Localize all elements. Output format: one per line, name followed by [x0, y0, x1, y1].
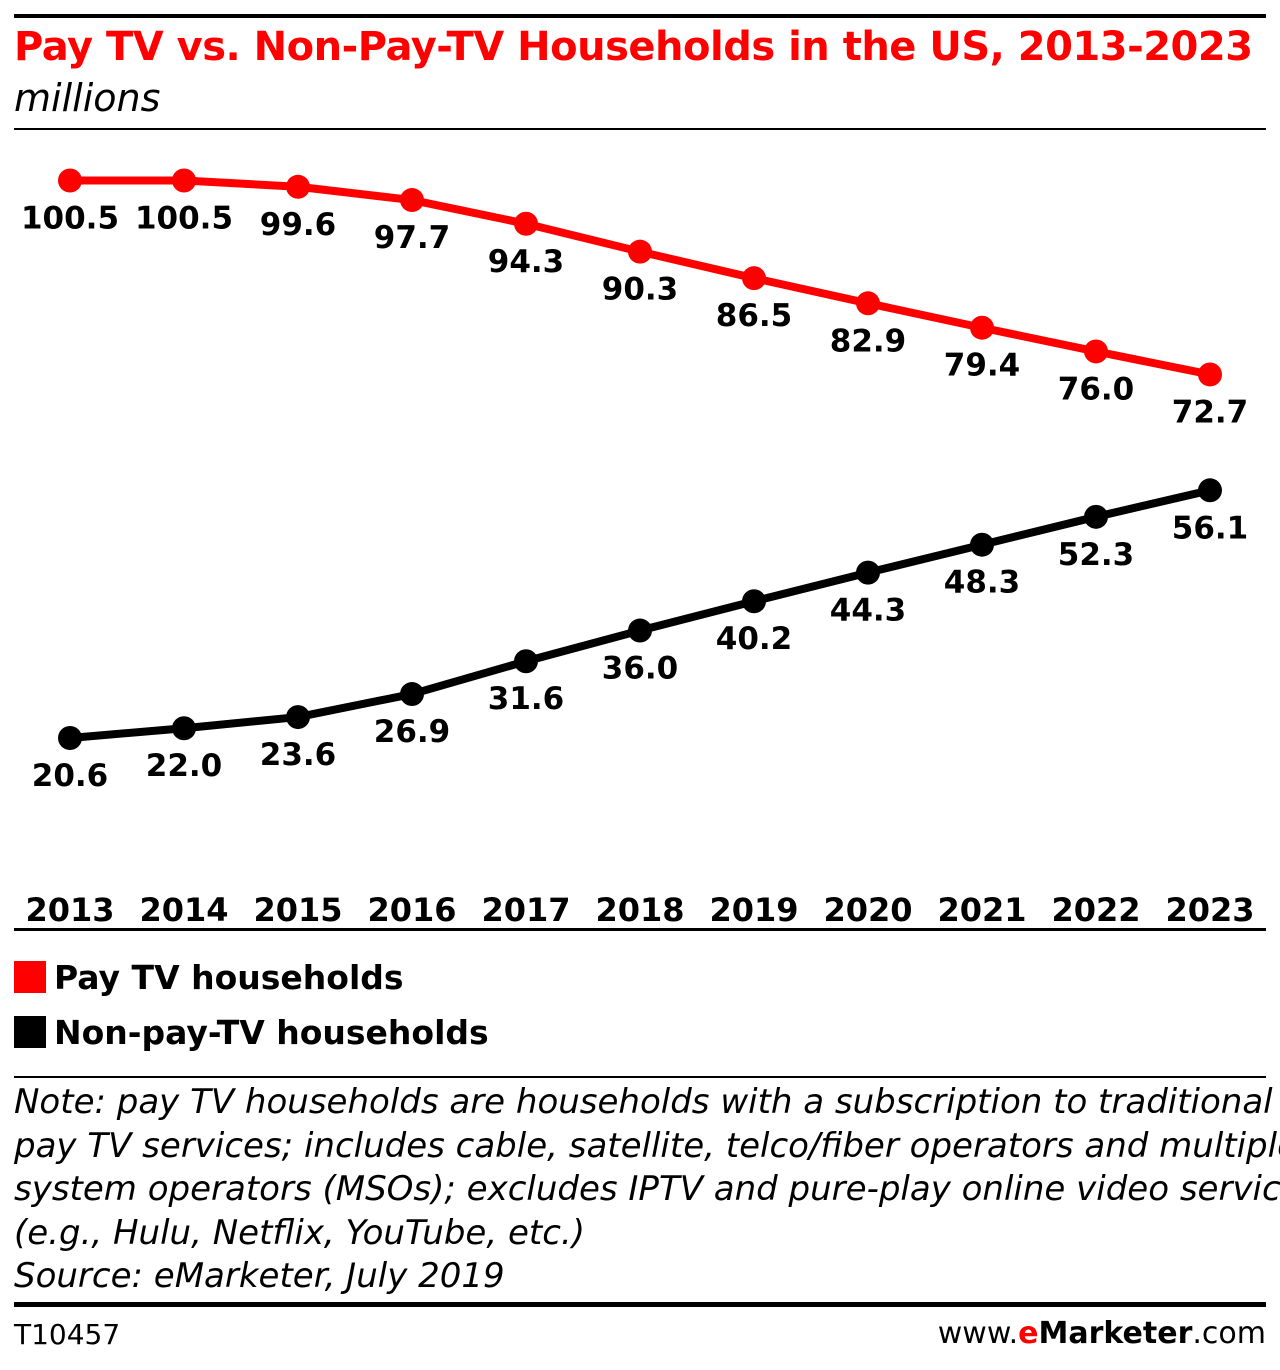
note-line: pay TV services; includes cable, satelli… [14, 1125, 1280, 1166]
x-tick-label-2015: 2015 [253, 891, 342, 929]
x-tick-label-2016: 2016 [367, 891, 456, 929]
brand-prefix: www. [937, 1316, 1019, 1351]
footnote: Note: pay TV households are households w… [14, 1081, 1280, 1299]
data-label-non-pay-tv-2023: 56.1 [1172, 510, 1249, 546]
data-point-non-pay-tv-2017 [514, 649, 538, 674]
legend-item-pay-tv: Pay TV households [14, 957, 404, 997]
data-label-pay-tv-2013: 100.5 [21, 201, 119, 237]
legend-item-non-pay-tv: Non-pay-TV households [14, 1012, 489, 1052]
chart-id: T10457 [14, 1318, 121, 1351]
data-point-pay-tv-2014 [172, 168, 196, 193]
data-point-pay-tv-2016 [400, 188, 424, 213]
data-label-non-pay-tv-2013: 20.6 [32, 758, 109, 794]
data-label-non-pay-tv-2022: 52.3 [1058, 537, 1135, 573]
data-label-non-pay-tv-2018: 36.0 [602, 651, 679, 687]
data-label-pay-tv-2017: 94.3 [488, 244, 565, 280]
x-tick-label-2020: 2020 [823, 891, 912, 929]
data-point-non-pay-tv-2016 [400, 682, 424, 707]
title-divider [14, 128, 1266, 130]
data-point-pay-tv-2013 [58, 168, 82, 193]
data-point-pay-tv-2022 [1084, 339, 1108, 364]
chart-subtitle: millions [14, 76, 161, 120]
legend-swatch-non-pay-tv [14, 1016, 46, 1048]
data-point-non-pay-tv-2021 [970, 532, 994, 557]
data-point-non-pay-tv-2013 [58, 726, 82, 750]
legend-label-non-pay-tv: Non-pay-TV households [54, 1012, 489, 1052]
x-tick-label-2017: 2017 [481, 891, 570, 929]
x-tick-label-2014: 2014 [139, 891, 228, 929]
data-point-pay-tv-2020 [856, 291, 880, 316]
line-chart: 100.5 100.5 99.6 97.7 94.3 90.3 86.5 82.9 79.4 76… [21, 168, 1255, 929]
data-label-non-pay-tv-2017: 31.6 [488, 681, 565, 717]
bottom-border [14, 1302, 1266, 1307]
data-label-non-pay-tv-2016: 26.9 [374, 714, 451, 750]
x-tick-label-2019: 2019 [709, 891, 798, 929]
note-line: system operators (MSOs); excludes IPTV a… [14, 1169, 1280, 1209]
data-point-non-pay-tv-2022 [1084, 504, 1108, 529]
data-point-pay-tv-2015 [286, 174, 310, 199]
data-label-non-pay-tv-2020: 44.3 [830, 593, 907, 629]
data-label-pay-tv-2019: 86.5 [716, 298, 793, 334]
data-point-pay-tv-2019 [742, 266, 766, 291]
legend-label-pay-tv: Pay TV households [54, 957, 404, 997]
brand-name: Marketer [1038, 1316, 1193, 1351]
data-point-non-pay-tv-2014 [172, 716, 196, 741]
x-tick-label-2021: 2021 [937, 891, 1026, 929]
source-line: Source: eMarketer, July 2019 [14, 1256, 505, 1296]
data-point-non-pay-tv-2018 [628, 618, 652, 643]
x-tick-label-2022: 2022 [1051, 891, 1140, 929]
data-label-non-pay-tv-2021: 48.3 [944, 565, 1021, 601]
data-label-pay-tv-2016: 97.7 [374, 220, 451, 256]
series-line-non-pay-tv [66, 486, 1214, 742]
brand-e: e [1018, 1316, 1039, 1351]
data-point-pay-tv-2017 [514, 211, 538, 236]
data-label-non-pay-tv-2015: 23.6 [260, 737, 337, 773]
data-label-pay-tv-2014: 100.5 [135, 201, 233, 237]
legend-swatch-pay-tv [14, 961, 46, 993]
data-point-pay-tv-2018 [628, 239, 652, 264]
data-label-non-pay-tv-2019: 40.2 [716, 621, 793, 657]
axis-divider [14, 928, 1266, 931]
data-label-pay-tv-2022: 76.0 [1058, 371, 1135, 407]
brand-suffix: .com [1192, 1316, 1266, 1351]
data-point-non-pay-tv-2015 [286, 705, 310, 730]
data-label-pay-tv-2015: 99.6 [260, 207, 337, 243]
x-tick-label-2018: 2018 [595, 891, 684, 929]
x-tick-label-2013: 2013 [25, 891, 114, 929]
data-label-pay-tv-2018: 90.3 [602, 272, 679, 308]
brand-url[interactable]: www.eMarketer.com [938, 1316, 1266, 1351]
chart-title: Pay TV vs. Non-Pay-TV Households in the … [14, 24, 1253, 70]
note-line: Note: pay TV households are households w… [14, 1082, 1273, 1122]
note-divider [14, 1076, 1266, 1078]
data-point-non-pay-tv-2019 [742, 589, 766, 614]
data-point-non-pay-tv-2020 [856, 560, 880, 585]
note-line: (e.g., Hulu, Netflix, YouTube, etc.) [14, 1212, 585, 1253]
data-point-non-pay-tv-2023 [1198, 478, 1222, 503]
data-label-pay-tv-2023: 72.7 [1172, 394, 1249, 430]
data-point-pay-tv-2021 [970, 315, 994, 340]
data-label-pay-tv-2020: 82.9 [830, 323, 907, 359]
data-label-non-pay-tv-2014: 22.0 [146, 748, 223, 784]
data-label-pay-tv-2021: 79.4 [944, 348, 1021, 384]
data-point-pay-tv-2023 [1198, 362, 1222, 387]
x-tick-label-2023: 2023 [1165, 891, 1254, 929]
top-border [14, 14, 1266, 18]
